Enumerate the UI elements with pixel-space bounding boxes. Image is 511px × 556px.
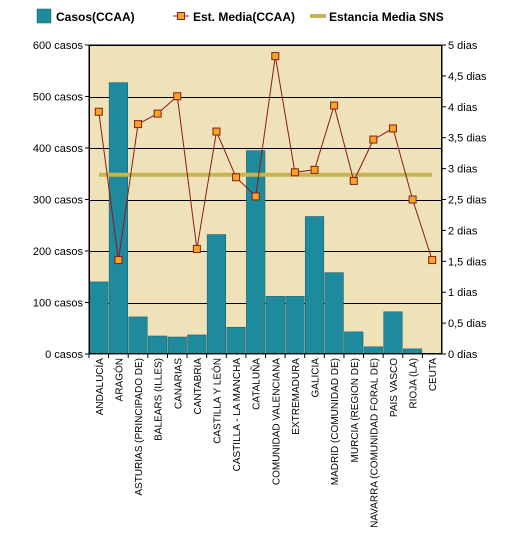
bar-9 [246, 150, 266, 355]
bar-6 [187, 334, 207, 355]
est-media-point-14 [349, 176, 358, 185]
est-media-point-3 [134, 120, 143, 129]
est-media-point-10 [271, 52, 280, 61]
bar-3 [128, 316, 148, 355]
est-media-point-17 [408, 195, 417, 204]
legend-swatch-casos [36, 8, 52, 24]
est-media-point-18 [428, 256, 437, 265]
left-tick-label: 400 casos [33, 143, 84, 155]
x-tick-label: GALICIA [311, 358, 322, 398]
x-tick-label: ANDALUCÍA [93, 358, 106, 416]
left-tick-label: 100 casos [33, 298, 84, 310]
right-tick-label: 1,5 dias [448, 256, 487, 268]
est-media-point-15 [369, 135, 378, 144]
x-tick-label: RIOJA (LA) [409, 358, 420, 409]
right-tick-label: 3,5 dias [448, 133, 487, 145]
legend-label-casos: Casos(CCAA) [56, 10, 135, 24]
left-tick-label: 0 casos [45, 349, 83, 361]
bar-12 [304, 216, 325, 355]
bar-8 [226, 326, 246, 355]
x-tick-label: CASTILLA Y LEÓN [210, 358, 223, 444]
bar-4 [148, 335, 168, 355]
x-tick-label: CANTABRIA [193, 358, 204, 415]
plot-area [88, 44, 443, 355]
x-tick-label: PAIS VASCO [389, 358, 400, 417]
x-tick-label: EXTREMADURA [291, 358, 302, 435]
est-media-point-12 [310, 165, 319, 174]
bar-1 [89, 281, 109, 355]
bar-13 [324, 272, 344, 355]
bar-11 [285, 296, 305, 355]
est-media-point-11 [290, 168, 299, 177]
x-tick-label: CASTILLA - LA MANCHA [232, 358, 243, 472]
est-media-point-9 [251, 192, 260, 201]
est-media-point-4 [153, 109, 162, 118]
right-tick-label: 0 dias [448, 349, 478, 361]
bar-7 [206, 234, 227, 355]
legend-label-media: Est. Media(CCAA) [193, 10, 295, 24]
est-media-point-16 [388, 124, 397, 133]
legend-swatch-marker-media [177, 12, 185, 20]
x-tick-label: MADRID (COMUNIDAD DE) [330, 358, 341, 485]
x-tick-label: NAVARRA (COMUNIDAD FORAL DE) [369, 358, 380, 528]
x-tick-label: CATALUÑA [250, 358, 263, 410]
est-media-point-1 [94, 107, 103, 116]
x-tick-label: MURCIA (REGION DE) [350, 358, 361, 462]
bar-10 [265, 296, 285, 355]
left-tick-label: 300 casos [33, 195, 84, 207]
right-tick-label: 0,5 dias [448, 318, 487, 330]
est-media-point-8 [232, 173, 241, 182]
bar-16 [383, 311, 403, 355]
est-media-point-13 [330, 101, 339, 110]
left-tick-label: 500 casos [33, 92, 84, 104]
right-tick-label: 3 dias [448, 164, 478, 176]
legend-label-sns: Estancia Media SNS [329, 10, 444, 24]
est-media-point-7 [212, 127, 221, 136]
x-tick-label: CANARIAS [173, 358, 184, 409]
bar-15 [363, 346, 383, 355]
left-tick-label: 200 casos [33, 246, 84, 258]
plot-border [89, 45, 442, 354]
right-tick-label: 1 dias [448, 287, 478, 299]
right-tick-label: 4,5 dias [448, 71, 487, 83]
est-media-point-5 [173, 92, 182, 101]
est-media-point-6 [192, 244, 201, 253]
right-tick-label: 2 dias [448, 225, 478, 237]
x-tick-label: ARAGÓN [112, 358, 125, 401]
bar-5 [167, 336, 187, 355]
right-tick-label: 4 dias [448, 102, 478, 114]
bar-14 [344, 331, 364, 355]
left-tick-label: 600 casos [33, 40, 84, 52]
x-tick-label: COMUNIDAD VALENCIANA [271, 358, 282, 485]
est-media-point-2 [114, 256, 123, 265]
x-tick-label: BALEARS (ILLES) [154, 358, 165, 441]
x-tick-label: ASTURIAS (PRINCIPADO DE) [134, 358, 145, 496]
bar-2 [108, 82, 128, 355]
right-tick-label: 2,5 dias [448, 195, 487, 207]
x-tick-label: CEUTA [428, 358, 439, 391]
right-tick-label: 5 dias [448, 40, 478, 52]
